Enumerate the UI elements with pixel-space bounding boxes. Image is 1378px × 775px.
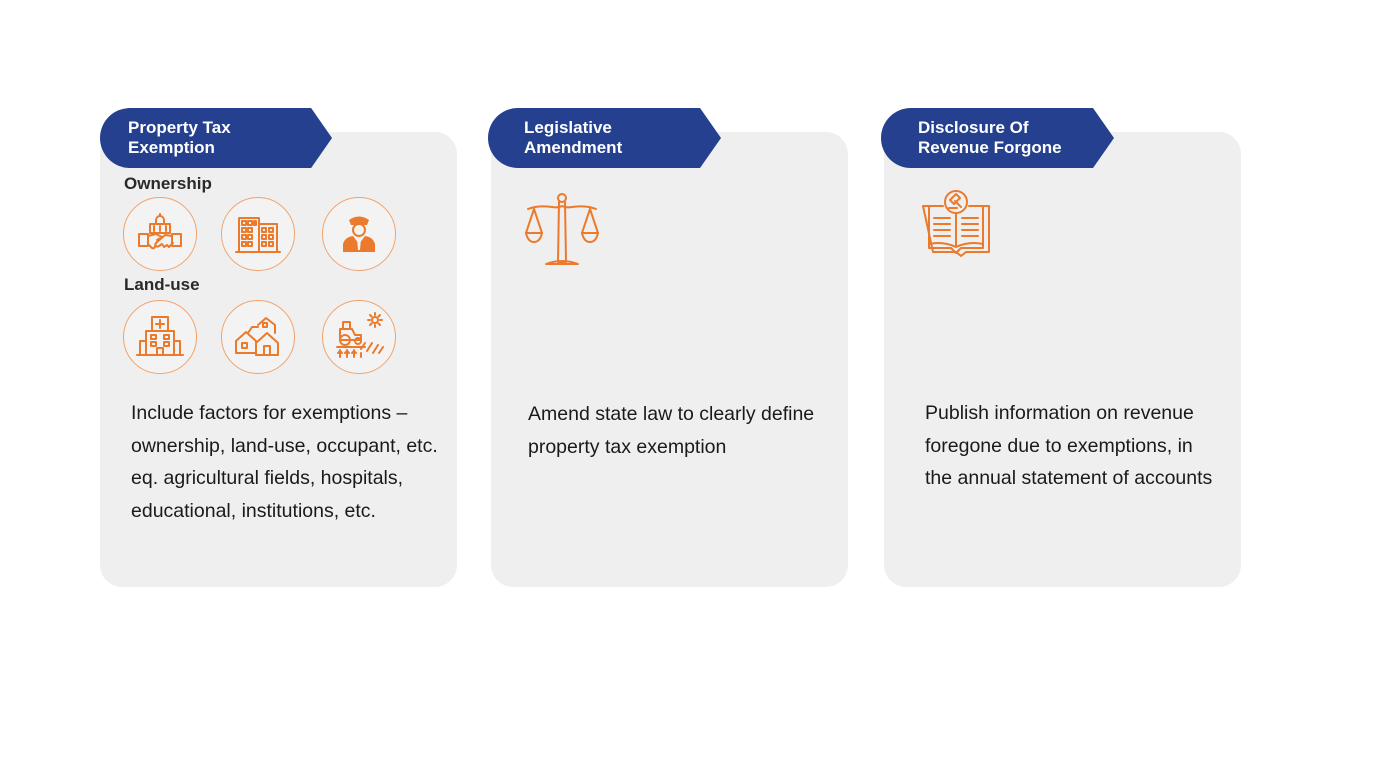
tab-legislative-amendment: Legislative Amendment	[488, 108, 721, 168]
government-building-handshake-icon	[123, 197, 197, 271]
card-disclosure-of-revenue-forgone	[884, 132, 1241, 587]
agriculture-tractor-field-icon	[322, 300, 396, 374]
law-book-gavel-icon	[922, 190, 990, 257]
police-officer-icon	[322, 197, 396, 271]
ownership-heading: Ownership	[124, 174, 212, 193]
card-description: Amend state law to clearly define proper…	[528, 403, 815, 458]
card-description: Publish information on revenue foregone …	[925, 402, 1213, 489]
hospital-icon	[123, 300, 197, 374]
office-building-icon	[221, 197, 295, 271]
card-description: Include factors for exemptions – ownersh…	[131, 402, 438, 522]
tab-property-tax-exemption: Property Tax Exemption	[100, 108, 332, 168]
tab-disclosure-of-revenue-forgone: Disclosure Of Revenue Forgone	[881, 108, 1114, 168]
scales-of-justice-icon	[525, 193, 599, 265]
card-legislative-amendment	[491, 132, 848, 587]
land-use-heading: Land-use	[124, 275, 200, 294]
houses-icon	[221, 300, 295, 374]
